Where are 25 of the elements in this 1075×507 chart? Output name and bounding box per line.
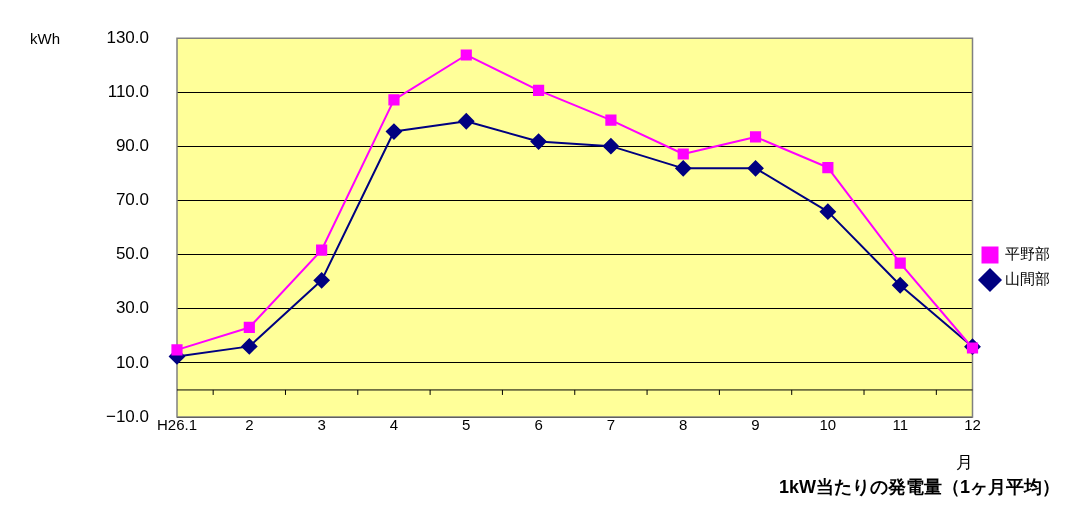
x-tick-label: 6 [534,416,543,434]
x-axis-title: 月 [955,452,973,472]
y-tick-label: 30.0 [115,298,149,318]
x-tick-label: 8 [679,416,688,434]
x-tick-label: 5 [462,416,471,434]
text: 1kW当たりの発電量（1ヶ月平均） [778,477,1060,498]
y-tick-label: 130.0 [106,27,149,47]
y-tick-label: 90.0 [115,136,149,156]
x-tick-label: 2 [245,416,254,434]
x-tick-label: 12 [964,416,981,434]
x-tick-label: H26.1 [156,416,198,434]
x-tick-label: 7 [606,416,616,434]
y-axis-title: kWh [30,30,60,48]
x-tick-label: 4 [389,416,399,434]
x-tick-label: 9 [751,416,760,434]
legend-label: 山間部 [1005,270,1050,288]
y-tick-label: 50.0 [115,244,149,264]
y-tick-label: 70.0 [115,190,149,210]
legend-label: 平野部 [1005,245,1050,263]
y-tick-label: 10.0 [115,352,149,372]
y-tick-label: −10.0 [105,406,149,426]
y-tick-label: 110.0 [107,82,149,101]
x-tick-label: 3 [317,416,326,434]
x-tick-label: 11 [892,416,908,434]
x-tick-label: 10 [819,416,837,434]
